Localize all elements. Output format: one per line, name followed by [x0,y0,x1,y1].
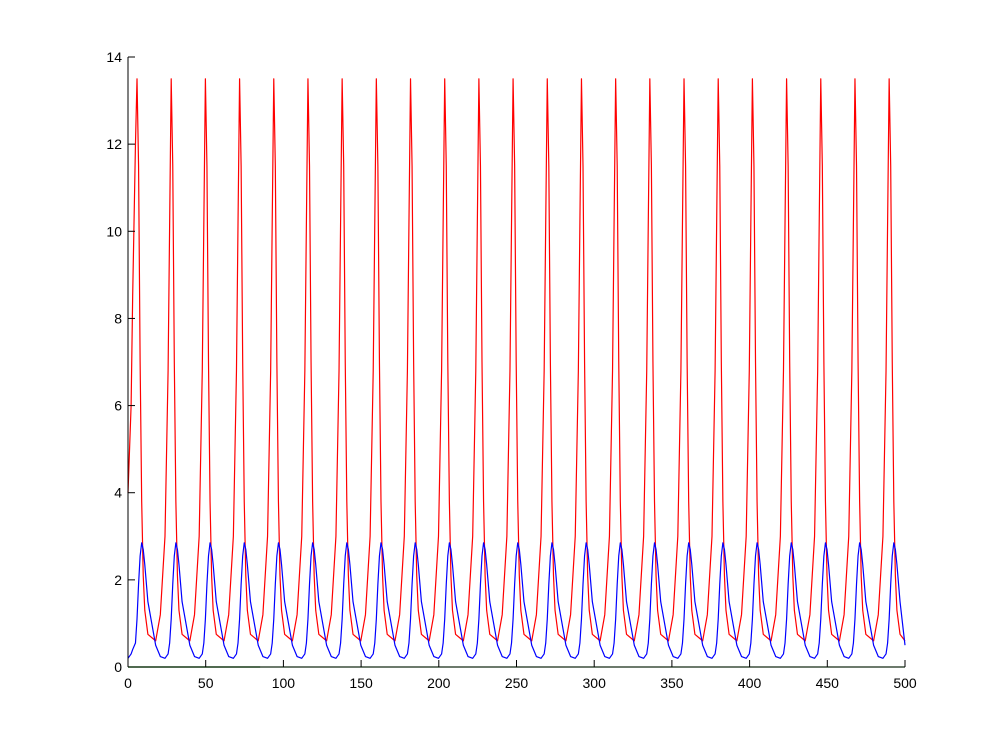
x-tick-label: 100 [272,675,296,691]
x-tick-label: 400 [738,675,762,691]
y-tick-label: 0 [114,659,122,675]
series-line [127,78,906,642]
ticks: 0 50 100 150 200 250 300 350 400 450 500 0 2 4 6 8 10 12 1… [106,49,916,691]
x-tick-label: 50 [198,675,214,691]
y-tick-label: 8 [114,310,122,326]
x-tick-label: 250 [505,675,529,691]
y-tick-label: 12 [106,136,122,152]
x-tick-label: 500 [893,675,917,691]
x-tick-label: 450 [816,675,840,691]
y-tick-label: 2 [114,572,122,588]
x-tick-label: 300 [583,675,607,691]
x-tick-label: 0 [124,675,132,691]
y-tick-label: 6 [114,398,122,414]
x-tick-label: 200 [427,675,451,691]
y-tick-label: 4 [114,485,122,501]
y-tick-label: 14 [106,49,122,65]
x-tick-label: 350 [660,675,684,691]
y-tick-label: 10 [106,223,122,239]
x-tick-label: 150 [349,675,373,691]
series-line [127,542,906,659]
